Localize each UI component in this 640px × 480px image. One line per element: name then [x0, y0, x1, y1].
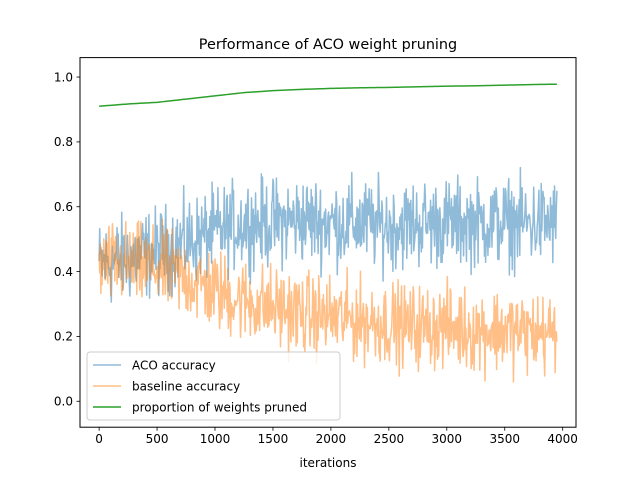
- x-tick-label: 3500: [489, 432, 520, 446]
- x-tick-label: 2500: [374, 432, 405, 446]
- chart-title: Performance of ACO weight pruning: [199, 37, 457, 53]
- x-tick-label: 0: [95, 432, 103, 446]
- x-tick-label: 1000: [200, 432, 231, 446]
- x-tick-label: 2000: [316, 432, 347, 446]
- legend-box: [86, 351, 341, 421]
- baseline-accuracy-line: [98, 218, 558, 383]
- x-tick-label: 500: [146, 432, 169, 446]
- x-tick-label: 1500: [258, 432, 289, 446]
- y-tick-label: 0.4: [54, 265, 73, 279]
- y-tick-label: 0.0: [54, 395, 73, 409]
- plot-frame: [79, 57, 577, 428]
- legend-entry-aco-accuracy: ACO accuracy: [132, 358, 216, 372]
- y-axis: 0.0 0.2 0.4 0.6 0.8 1.0: [54, 70, 80, 409]
- x-axis: 0 500 1000 1500 2000 2500 3000 3500 4000: [95, 427, 578, 446]
- weights-pruned-line: [99, 83, 557, 107]
- series-layer: [98, 83, 558, 383]
- y-tick-label: 0.8: [54, 135, 73, 149]
- legend-entry-weights-pruned: proportion of weights pruned: [132, 400, 307, 414]
- legend-entry-baseline-accuracy: baseline accuracy: [132, 379, 240, 393]
- x-axis-label: iterations: [300, 456, 357, 470]
- y-tick-label: 0.6: [54, 200, 73, 214]
- legend: ACO accuracy baseline accuracy proportion …: [86, 351, 341, 421]
- x-tick-label: 3000: [432, 432, 463, 446]
- y-tick-label: 1.0: [54, 70, 73, 84]
- x-tick-label: 4000: [547, 432, 578, 446]
- y-tick-label: 0.2: [54, 330, 73, 344]
